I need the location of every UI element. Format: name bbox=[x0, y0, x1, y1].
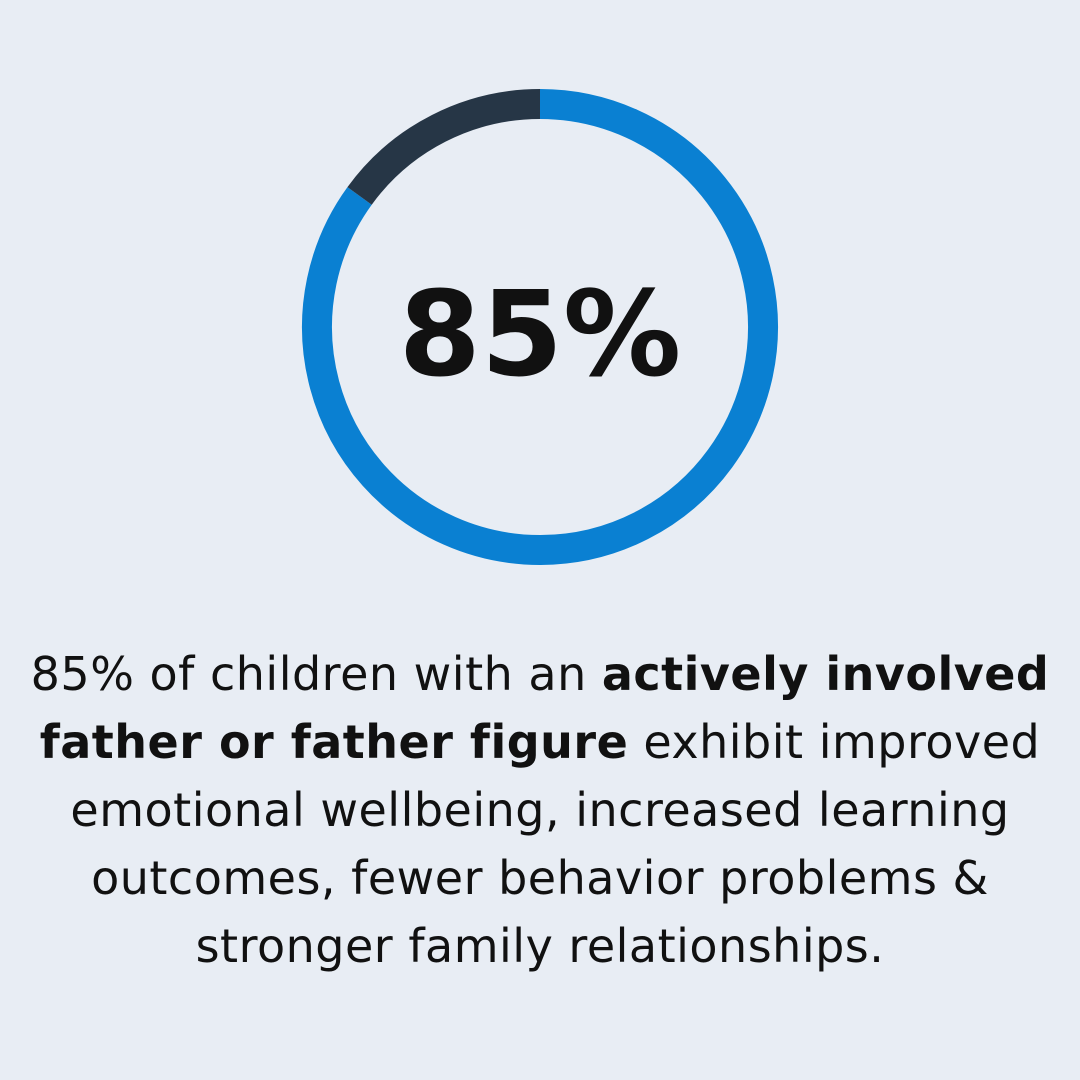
donut-chart: 85% bbox=[302, 89, 778, 565]
caption-text-rest: exhibit improved emotional wellbeing, in… bbox=[70, 715, 1041, 973]
donut-segment-15 bbox=[347, 89, 541, 205]
donut-segment-85 bbox=[302, 89, 778, 565]
donut-center-label: 85% bbox=[399, 265, 681, 403]
caption-text-emphasis: actively involved father or father figur… bbox=[39, 647, 1050, 769]
caption-text-intro: 85% of children with an bbox=[30, 647, 602, 701]
stat-caption: 85% of children with an actively involve… bbox=[30, 640, 1050, 980]
